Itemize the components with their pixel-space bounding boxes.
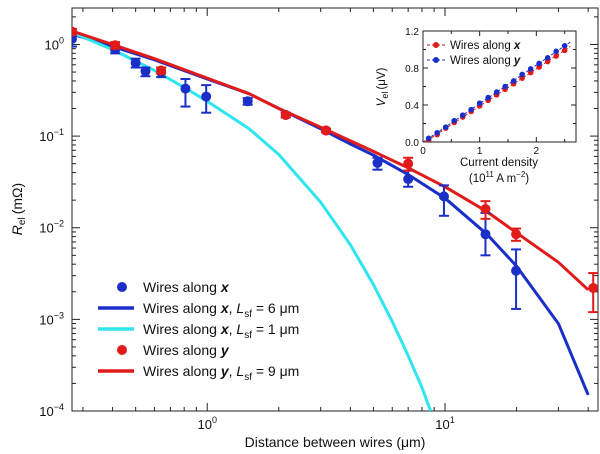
- main-x-axis-label: Distance between wires (μm): [245, 434, 426, 450]
- data-point-wires_x: [403, 174, 414, 185]
- data-point-wires_y: [280, 109, 291, 120]
- inset-x-tick-label: 2: [534, 146, 540, 157]
- data-point-wires_y: [321, 125, 332, 136]
- inset-x-tick-label: 0: [420, 146, 426, 157]
- x-tick-label: 100: [197, 415, 216, 432]
- inset-data-point: [493, 89, 500, 95]
- inset-x-axis-unit: (1011 A m−2): [469, 170, 529, 185]
- inset-data-point: [468, 106, 474, 113]
- data-point-wires_x: [372, 157, 383, 168]
- inset-x-tick-label: 1: [477, 146, 483, 157]
- y-tick-label: 10−4: [39, 402, 64, 419]
- inset-data-point: [544, 55, 551, 61]
- inset-data-point: [425, 135, 432, 142]
- data-point-wires_y: [110, 40, 121, 51]
- data-point-wires_x: [201, 91, 212, 102]
- data-point-wires_x: [140, 66, 151, 77]
- data-point-wires_y: [588, 282, 598, 293]
- data-point-wires_x: [438, 191, 449, 202]
- inset-y-axis-label: Vel(μV): [376, 68, 390, 107]
- inset-plot-frame: [422, 30, 577, 143]
- inset-data-point: [476, 100, 483, 106]
- data-point-wires_x: [480, 229, 491, 240]
- data-point-wires_y: [403, 158, 414, 169]
- inset-data-point: [442, 124, 449, 130]
- inset-y-tick-label: 0.8: [405, 64, 419, 75]
- data-point-wires_x: [180, 83, 191, 94]
- data-point-wires_y: [480, 204, 491, 215]
- legend-marker: [117, 282, 127, 292]
- inset-legend-marker: [433, 57, 439, 63]
- inset-data-point: [561, 47, 568, 54]
- data-point-wires_y: [72, 26, 77, 37]
- data-point-wires_y: [156, 65, 167, 76]
- inset-y-tick-label: 1.2: [405, 27, 419, 38]
- legend-label: Wires along y: [143, 342, 230, 358]
- inset-data-point: [451, 117, 457, 124]
- main-axis-ticks: [72, 8, 598, 412]
- inset-legend-marker: [433, 42, 439, 48]
- inset-data-point: [553, 53, 559, 59]
- data-point-wires_x: [242, 96, 253, 107]
- inset-legend: Wires along x Wires along y: [427, 40, 521, 67]
- inset-x-axis-label: Current density: [460, 157, 538, 169]
- inset-y-tick-label: 0.4: [405, 101, 419, 112]
- inset-data-point: [510, 78, 517, 84]
- main-y-axis-label: Rel(mΩ): [9, 183, 28, 235]
- inset-data-point: [561, 43, 568, 49]
- inset-legend-label: Wires along y: [450, 55, 521, 67]
- inset-data-point: [459, 112, 466, 118]
- main-series: [72, 26, 598, 411]
- main-tick-labels: 100 101 100 10−1 10−2 10−3 10−4: [39, 35, 454, 432]
- legend-label: Wires along y, Lsf = 9 μm: [143, 363, 299, 383]
- y-tick-label: 10−2: [39, 219, 64, 236]
- inset-data-point: [527, 66, 534, 72]
- data-point-wires_x: [511, 265, 522, 276]
- inset-data-point: [485, 94, 491, 101]
- inset-data-point: [536, 60, 542, 67]
- inset-legend-label: Wires along x: [450, 40, 521, 52]
- inset-series: [423, 41, 571, 142]
- x-tick-label: 101: [435, 415, 454, 432]
- y-tick-label: 100: [45, 35, 64, 52]
- inset-data-point: [553, 48, 559, 55]
- y-tick-label: 10−3: [39, 310, 64, 327]
- inset-data-point: [434, 129, 440, 136]
- inset-tick-labels: 0 1 2 0.0 0.4 0.8 1.2: [405, 27, 539, 157]
- inset-data-point: [519, 71, 525, 78]
- data-point-wires_y: [511, 229, 522, 240]
- data-point-wires_x: [130, 57, 141, 68]
- legend-label: Wires along x, Lsf = 6 μm: [143, 300, 299, 320]
- legend-marker: [117, 345, 127, 355]
- legend-label: Wires along x: [143, 279, 230, 295]
- y-tick-label: 10−1: [39, 127, 64, 144]
- legend-label: Wires along x, Lsf = 1 μm: [143, 321, 299, 341]
- inset-data-point: [502, 83, 508, 90]
- inset-y-tick-label: 0.0: [405, 138, 419, 149]
